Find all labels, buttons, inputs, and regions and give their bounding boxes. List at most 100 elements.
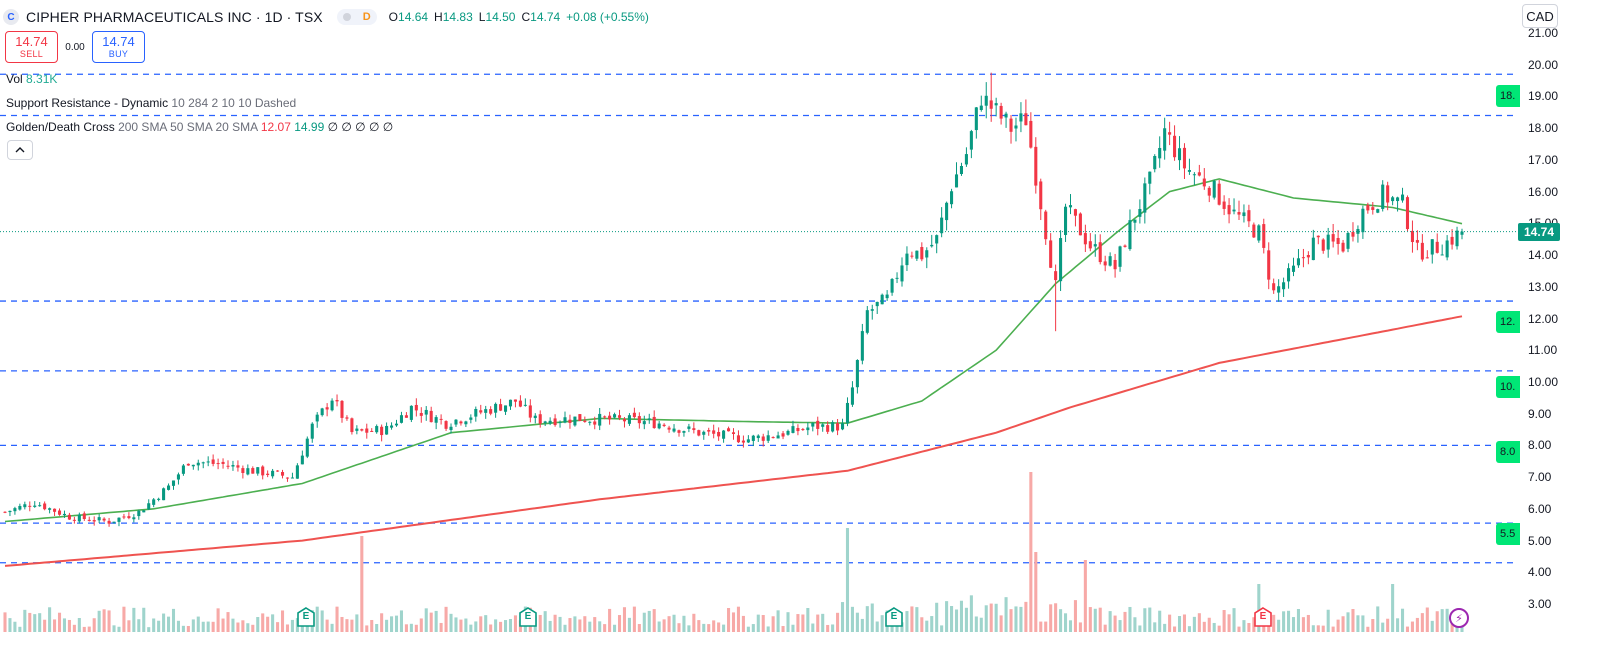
buy-button[interactable]: 14.74 BUY	[92, 31, 145, 63]
earnings-marker-icon[interactable]: E	[885, 607, 903, 627]
volume-bar	[766, 626, 770, 632]
volume-bar	[959, 600, 964, 632]
spread-value: 0.00	[65, 41, 85, 53]
candle-body	[1262, 224, 1266, 248]
volume-bar	[1088, 607, 1092, 632]
candle-body	[756, 435, 760, 439]
sell-price: 14.74	[15, 33, 48, 49]
volume-bar	[489, 624, 493, 632]
earnings-marker-label: E	[890, 611, 898, 622]
volume-bar	[112, 625, 116, 632]
candle-body	[1252, 224, 1256, 238]
candle-body	[1049, 240, 1053, 268]
candle-body	[1143, 183, 1147, 213]
candle-body	[1410, 230, 1414, 243]
legend-volume[interactable]: Vol 8.31K	[6, 72, 57, 86]
candle-body	[1197, 172, 1201, 176]
market-status-pill[interactable]: D	[336, 9, 377, 25]
sell-button[interactable]: 14.74 SELL	[5, 31, 58, 63]
candle-body	[449, 426, 453, 431]
candle-body	[603, 416, 607, 418]
candle-body	[320, 408, 324, 416]
candle-body	[216, 463, 220, 465]
volume-bar	[697, 620, 701, 632]
volume-bar	[72, 624, 76, 632]
candle-body	[1282, 282, 1286, 290]
candle-body	[57, 510, 62, 515]
volume-bar	[1103, 624, 1107, 632]
volume-bars	[3, 472, 1464, 632]
candle-body	[404, 415, 408, 418]
price-axis-tick: 16.00	[1528, 184, 1559, 199]
candle-body	[677, 430, 681, 433]
candle-body	[1326, 234, 1330, 250]
candle-body	[152, 499, 156, 505]
volume-bar	[276, 622, 280, 632]
price-axis-tick: 20.00	[1528, 57, 1559, 72]
candle-body	[409, 405, 413, 420]
candle-body	[1306, 255, 1310, 258]
volume-bar	[266, 616, 270, 632]
candle-body	[1163, 128, 1167, 151]
candle-body	[1138, 209, 1142, 217]
volume-bar	[1083, 560, 1087, 632]
lightning-icon[interactable]: ⚡	[1449, 608, 1469, 628]
legend-support-resistance[interactable]: Support Resistance - Dynamic 10 284 2 10…	[6, 96, 296, 110]
symbol-logo-icon[interactable]: C	[3, 9, 19, 25]
market-status-dot-icon	[336, 9, 357, 25]
volume-bar	[385, 619, 389, 632]
candle-body	[1019, 113, 1023, 122]
volume-bar	[707, 624, 711, 632]
candle-body	[414, 404, 418, 411]
volume-bar	[454, 617, 458, 632]
volume-bar	[717, 622, 721, 632]
volume-bar	[1222, 610, 1226, 632]
volume-bar	[409, 623, 413, 632]
candle-body	[1287, 268, 1291, 282]
candle-body	[360, 429, 364, 431]
candle-body	[365, 428, 369, 433]
volume-bar	[18, 626, 22, 632]
earnings-marker-icon[interactable]: E	[519, 607, 537, 627]
candle-body	[890, 278, 894, 293]
volume-bar	[340, 616, 344, 632]
volume-bar	[157, 620, 161, 632]
volume-bar	[637, 624, 641, 632]
volume-bar	[964, 607, 968, 632]
volume-bar	[940, 625, 944, 632]
candle-body	[241, 468, 245, 473]
volume-bar	[622, 607, 627, 632]
sr-level-tag: 5.5	[1496, 523, 1520, 546]
volume-bar	[1376, 606, 1380, 632]
volume-bar	[444, 606, 448, 632]
earnings-marker-icon[interactable]: E	[1254, 607, 1272, 627]
candle-body	[964, 154, 968, 165]
volume-bar	[573, 616, 577, 632]
legend-golden-death-cross[interactable]: Golden/Death Cross 200 SMA 50 SMA 20 SMA…	[6, 120, 393, 134]
candle-body	[870, 309, 874, 311]
candle-body	[142, 510, 146, 513]
candle-body	[731, 432, 736, 434]
volume-bar	[122, 606, 126, 632]
volume-bar	[211, 621, 215, 632]
candle-body	[72, 519, 76, 521]
candle-body	[211, 459, 215, 464]
candle-body	[1133, 219, 1137, 223]
earnings-marker-icon[interactable]: E	[297, 607, 315, 627]
volume-bar	[1113, 615, 1117, 632]
candle-body	[548, 420, 552, 424]
candle-body	[122, 516, 126, 518]
volume-bar	[23, 609, 27, 632]
candle-body	[1445, 240, 1449, 258]
legend-collapse-button[interactable]	[7, 140, 33, 160]
symbol-title[interactable]: CIPHER PHARMACEUTICALS INC · 1D · TSX	[26, 9, 323, 25]
candle-body	[1103, 261, 1107, 266]
candle-body	[1376, 209, 1380, 213]
volume-bar	[513, 615, 517, 632]
candle-body	[1004, 113, 1008, 118]
volume-bar	[1044, 621, 1048, 632]
volume-bar	[256, 617, 260, 632]
currency-selector[interactable]: CAD	[1522, 4, 1558, 28]
volume-bar	[994, 603, 998, 632]
